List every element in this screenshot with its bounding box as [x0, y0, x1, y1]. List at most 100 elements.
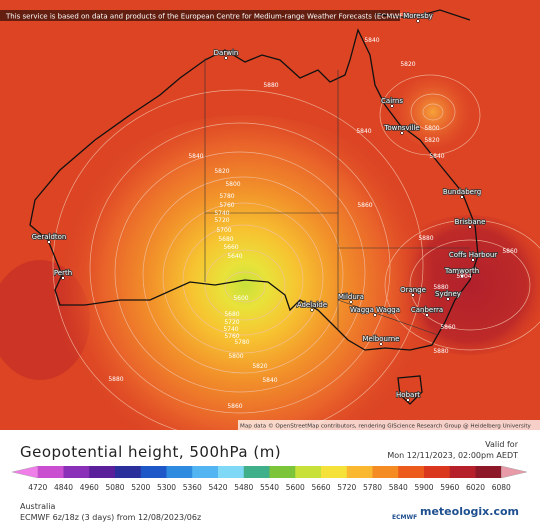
city-dot — [416, 19, 420, 23]
colorbar-segment — [89, 466, 116, 478]
city-dot — [390, 104, 394, 108]
colorbar-segment — [424, 466, 451, 478]
city-label: Hobart — [396, 391, 420, 399]
city-dot — [224, 56, 228, 60]
contour-label: 5860 — [357, 202, 372, 209]
contour-label: 5860 — [440, 324, 455, 331]
ecmwf-logo: ECMWF — [392, 514, 418, 521]
banner-bg — [0, 10, 400, 21]
contour-label: 5740 — [223, 326, 238, 333]
city-dot — [61, 276, 65, 280]
contour-label: 5680 — [224, 311, 239, 318]
colorbar-segment — [398, 466, 425, 478]
colorbar-segment — [218, 466, 245, 478]
contour-label: 5640 — [227, 253, 242, 260]
contour-label: 5700 — [216, 227, 231, 234]
contour-label: 5880 — [263, 82, 278, 89]
city-label: Brisbane — [455, 218, 486, 226]
run-info: ECMWF 6z/18z (3 days) from 12/08/2023/06… — [20, 513, 202, 522]
city-dot — [471, 258, 475, 262]
colorbar-tick-label: 6020 — [466, 483, 485, 492]
brand[interactable]: meteologix.com — [420, 505, 519, 518]
colorbar-segment — [295, 466, 322, 478]
contour-label: 5880 — [418, 235, 433, 242]
city-label: Geraldton — [32, 233, 67, 241]
state-borders — [204, 58, 470, 336]
contour-label: 5840 — [364, 37, 379, 44]
contour-label: 5720 — [214, 217, 229, 224]
city-label: Mildura — [338, 293, 364, 301]
city-label: Wagga Wagga — [350, 306, 400, 314]
city-label: Sydney — [435, 290, 461, 298]
title: Geopotential height, 500hPa (m) — [20, 443, 282, 461]
contour-label: 5780 — [219, 193, 234, 200]
colorbar-tick-label: 5420 — [208, 483, 227, 492]
valid-label: Valid for — [485, 440, 518, 449]
colorbar-tick-label: 5480 — [234, 483, 253, 492]
colorbar-segment — [115, 466, 142, 478]
colorbar-cap — [11, 465, 38, 479]
city-label: Cairns — [381, 97, 403, 105]
colorbar-tick-label: 5720 — [337, 483, 356, 492]
colorbar-segment — [475, 466, 502, 478]
contour-label: 5880 — [433, 348, 448, 355]
contour-label: 5760 — [224, 333, 239, 340]
contour-label: 5660 — [223, 244, 238, 251]
city-dot — [425, 313, 429, 317]
contour-label: 5820 — [400, 61, 415, 68]
colorbar-tick-label: 4720 — [28, 483, 47, 492]
colorbar-segment — [321, 466, 348, 478]
contour-label: 5820 — [424, 137, 439, 144]
contour-label: 5800 — [228, 353, 243, 360]
colorbar-segment — [346, 466, 373, 478]
city-dot — [468, 225, 472, 229]
city-dot — [379, 342, 383, 346]
contour-label: 5740 — [214, 210, 229, 217]
city-label: Townsville — [383, 124, 419, 132]
contour-label: 5880 — [433, 284, 448, 291]
city-label: Perth — [54, 269, 72, 277]
colorbar-segment — [63, 466, 90, 478]
contour-label: 5760 — [219, 202, 234, 209]
colorbar-tick-label: 5200 — [131, 483, 150, 492]
colorbar-tick-label: 6080 — [492, 483, 511, 492]
contour-label: 5600 — [233, 295, 248, 302]
city-label: Coffs Harbour — [449, 251, 497, 259]
contour-label: 5680 — [218, 236, 233, 243]
city-dot — [47, 240, 51, 244]
legend-panel — [0, 430, 540, 528]
banner: This service is based on data and produc… — [5, 13, 406, 21]
colorbar-segment — [140, 466, 167, 478]
contour-label: 5860 — [227, 403, 242, 410]
city-label: Tamworth — [444, 267, 479, 275]
map: This service is based on data and produc… — [0, 0, 540, 430]
colorbar-tick-label: 4840 — [54, 483, 73, 492]
contour-label: 5800 — [225, 181, 240, 188]
city-label: Adelaide — [297, 301, 327, 309]
contour-label: 5820 — [252, 363, 267, 370]
colorbar-segment — [37, 466, 64, 478]
contour-label: 5720 — [224, 319, 239, 326]
colorbar-tick-label: 5780 — [363, 483, 382, 492]
city-label: Melbourne — [363, 335, 400, 343]
contours — [52, 74, 540, 430]
contour-label: 5840 — [429, 153, 444, 160]
attribution-bg — [238, 420, 540, 430]
colorbar-segment — [166, 466, 193, 478]
city-dot — [406, 398, 410, 402]
colorbar: 4720 4840 4960 5080 5200 5300 5360 5420 5480 5540… — [11, 465, 528, 492]
city-dot — [373, 313, 377, 317]
colorbar-segment — [372, 466, 399, 478]
colorbar-tick-label: 5960 — [440, 483, 459, 492]
colorbar-tick-label: 5840 — [389, 483, 408, 492]
colorbar-tick-label: 5900 — [414, 483, 433, 492]
city-dot — [349, 300, 353, 304]
contour-label: 5840 — [356, 128, 371, 135]
city-label: Darwin — [214, 49, 239, 57]
attribution: Map data © OpenStreetMap contributors, r… — [240, 423, 532, 430]
colorbar-tick-label: 5080 — [105, 483, 124, 492]
contour-label: 5904 — [456, 273, 471, 280]
city-dot — [460, 274, 464, 278]
city-label: Moresby — [403, 12, 433, 20]
